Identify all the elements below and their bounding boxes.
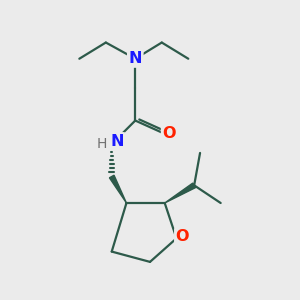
Polygon shape (165, 183, 196, 203)
Text: H: H (96, 137, 106, 151)
Text: N: N (110, 134, 124, 149)
Text: O: O (176, 230, 189, 244)
Text: N: N (128, 51, 142, 66)
Polygon shape (110, 175, 126, 203)
Text: O: O (162, 126, 176, 141)
